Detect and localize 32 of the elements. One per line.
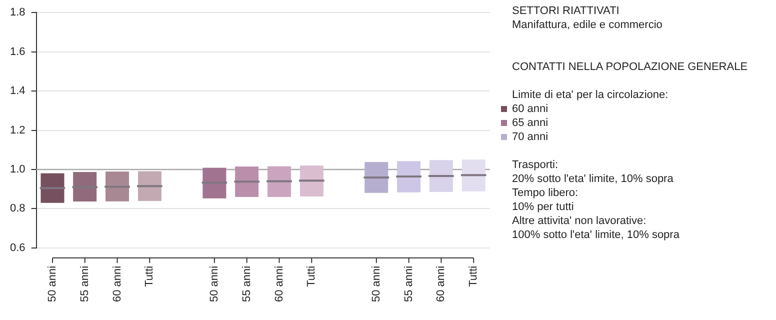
legend-title: Limite di eta' per la circolazione: [512,88,670,102]
text: Altre attivita' non lavorative: [512,214,648,228]
y-tick-label: 1.4 [10,85,26,98]
text: 20% sotto l'eta' limite, 10% sopra [512,172,674,186]
x-tick-label: Tutti [306,266,318,287]
x-tick-label: 55 anni [78,266,91,302]
y-tick-label: 0.8 [10,202,26,215]
y-tick-label: 0.6 [10,242,26,254]
x-tick-label: 50 anni [208,266,220,302]
legend-label: 60 anni [512,102,548,116]
x-tick-label: 50 anni [370,266,382,302]
text: 10% per tutti [512,200,575,214]
y-tick-label: 1.8 [10,6,26,19]
x-tick-label: Tutti [144,266,156,287]
legend-label: 70 anni [512,130,548,144]
text: Manifattura, edile e commercio [512,18,664,32]
text: 100% sotto l'eta' limite, 10% sopra [512,228,680,242]
x-tick-label: 50 anni [46,266,59,302]
y-tick-label: 1.2 [10,124,26,136]
y-tick-label: 1.0 [10,164,26,176]
text: Tempo libero: [512,186,580,200]
x-tick-label: 55 anni [240,266,253,302]
text: Trasporti: [512,158,560,172]
x-tick-label: Tutti [468,266,480,287]
y-tick-label: 1.6 [10,46,26,58]
legend-label: 65 anni [512,116,548,130]
text: CONTATTI NELLA POPOLAZIONE GENERALE [512,60,749,74]
x-tick-label: 55 anni [402,266,415,302]
x-tick-label: 60 anni [435,266,448,302]
x-tick-label: 60 anni [273,266,286,302]
text: SETTORI RIATTIVATI [512,4,620,18]
x-tick-label: 60 anni [111,266,124,302]
